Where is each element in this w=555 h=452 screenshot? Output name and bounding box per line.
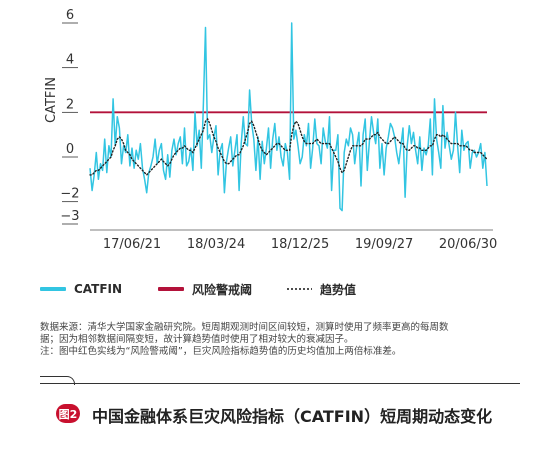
- legend-swatch-trend: [286, 287, 312, 291]
- legend-label-catfin: CATFIN: [74, 282, 123, 296]
- x-axis: 17/06/21 18/03/24 18/12/25 19/09/27 20/06/30: [90, 229, 497, 252]
- source-line: 数据来源：清华大学国家金融研究院。短周期观测时间区间较短，测算时使用了频率更高的…: [40, 322, 449, 333]
- x-tick-label: 17/06/21: [103, 237, 161, 252]
- x-tick-label: 18/03/24: [187, 237, 245, 252]
- source-line: 据；因为相邻数据间隔变短，故计算趋势值时使用了相对较大的衰减因子。: [40, 334, 354, 345]
- chart-legend: CATFIN 风险警戒阈 趋势值: [40, 282, 520, 297]
- legend-swatch-catfin: [40, 287, 66, 291]
- catfin-chart: 6 4 2 0 −2 −3 17/06/21 18/03/24 18/12/25 19/09/2…: [44, 8, 497, 252]
- chart-series: [89, 22, 488, 212]
- divider-tab: [40, 376, 75, 385]
- y-axis-label: CATFIN: [44, 77, 59, 123]
- note-line: 注：图中红色实线为“风险警戒阈”，巨灾风险指标趋势值的历史均值加上两倍标准差。: [40, 346, 402, 357]
- legend-item-catfin: CATFIN: [40, 282, 122, 296]
- y-tick-label: 0: [66, 142, 74, 157]
- x-tick-label: 18/12/25: [271, 237, 329, 252]
- y-tick-label: −2: [60, 187, 79, 202]
- y-tick-label: 6: [66, 8, 74, 23]
- source-note: 数据来源：清华大学国家金融研究院。短周期观测时间区间较短，测算时使用了频率更高的…: [40, 322, 530, 358]
- catfin-series-line: [89, 22, 488, 212]
- figure-title: 中国金融体系巨灾风险指标（CATFIN）短周期动态变化: [92, 407, 493, 426]
- x-tick-label: 19/09/27: [355, 237, 413, 252]
- y-tick-label: −3: [60, 209, 79, 224]
- y-tick-label: 4: [66, 53, 74, 68]
- x-tick-label: 20/06/30: [439, 237, 497, 252]
- legend-item-trend: 趋势值: [286, 282, 357, 297]
- trend-series-line: [89, 117, 488, 176]
- legend-item-threshold: 风险警戒阈: [158, 282, 253, 297]
- y-tick-label: 2: [66, 97, 74, 112]
- legend-swatch-threshold: [158, 287, 184, 291]
- figure-badge: 图2: [56, 404, 80, 423]
- y-axis: 6 4 2 0 −2 −3: [60, 8, 80, 225]
- divider-line: [40, 383, 520, 384]
- legend-label-threshold: 风险警戒阈: [192, 282, 253, 297]
- legend-label-trend: 趋势值: [320, 282, 357, 297]
